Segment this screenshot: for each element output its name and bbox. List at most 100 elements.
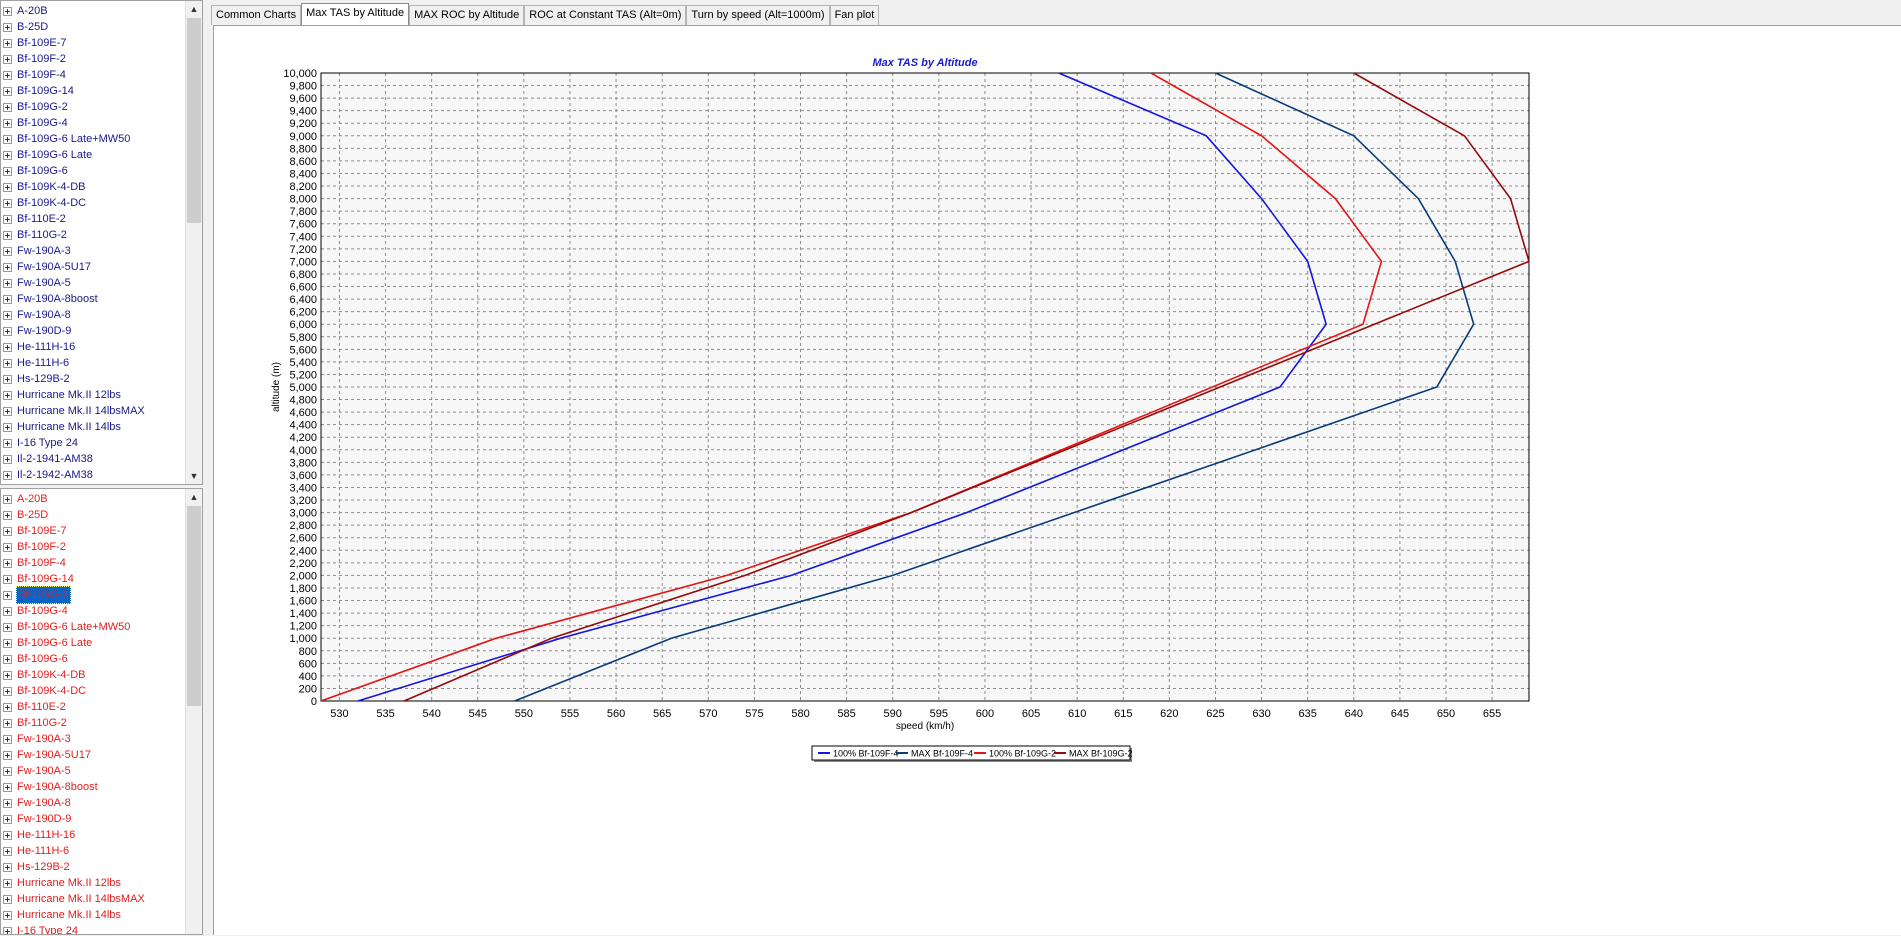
tree-item-a-20b[interactable]: A-20B bbox=[1, 491, 185, 507]
tree-item-bf-109e-7[interactable]: Bf-109E-7 bbox=[1, 523, 185, 539]
tree-item-il-2-1941-am38[interactable]: Il-2-1941-AM38 bbox=[1, 451, 185, 467]
tab-common-charts[interactable]: Common Charts bbox=[211, 5, 302, 25]
plus-box-icon[interactable] bbox=[3, 118, 12, 128]
tab-max-roc-by-altitude[interactable]: MAX ROC by Altitude bbox=[409, 5, 525, 25]
tree-item-b-25d[interactable]: B-25D bbox=[1, 19, 185, 35]
tree-item-bf-109k-4-dc[interactable]: Bf-109K-4-DC bbox=[1, 195, 185, 211]
vertical-scrollbar-bottom[interactable]: ▲ bbox=[185, 489, 202, 934]
tree-item-bf-109f-4[interactable]: Bf-109F-4 bbox=[1, 67, 185, 83]
aircraft-tree-top[interactable]: A-20B B-25D Bf-109E-7 Bf-109F-2 Bf-109F-4 Bf-… bbox=[0, 0, 203, 485]
tree-item-fw-190a-8[interactable]: Fw-190A-8 bbox=[1, 307, 185, 323]
tree-item-bf-110e-2[interactable]: Bf-110E-2 bbox=[1, 699, 185, 715]
tree-item-fw-190a-8boost[interactable]: Fw-190A-8boost bbox=[1, 779, 185, 795]
tree-item-fw-190a-8[interactable]: Fw-190A-8 bbox=[1, 795, 185, 811]
plus-box-icon[interactable] bbox=[3, 894, 12, 904]
plus-box-icon[interactable] bbox=[3, 438, 12, 448]
plus-box-icon[interactable] bbox=[3, 326, 12, 336]
tree-item-bf-110g-2[interactable]: Bf-110G-2 bbox=[1, 227, 185, 243]
tree-item-bf-109g-4[interactable]: Bf-109G-4 bbox=[1, 603, 185, 619]
tree-item-bf-110g-2[interactable]: Bf-110G-2 bbox=[1, 715, 185, 731]
tree-item-bf-109k-4-db[interactable]: Bf-109K-4-DB bbox=[1, 179, 185, 195]
tree-item-i-16-type-24[interactable]: I-16 Type 24 bbox=[1, 923, 185, 934]
plus-box-icon[interactable] bbox=[3, 22, 12, 32]
vertical-scrollbar-top[interactable]: ▲ ▼ bbox=[185, 1, 202, 484]
plus-box-icon[interactable] bbox=[3, 510, 12, 520]
tree-item-bf-109f-2[interactable]: Bf-109F-2 bbox=[1, 539, 185, 555]
tree-item-hurricane-mk-ii-14lbsmax[interactable]: Hurricane Mk.II 14lbsMAX bbox=[1, 403, 185, 419]
plus-box-icon[interactable] bbox=[3, 182, 12, 192]
plus-box-icon[interactable] bbox=[3, 926, 12, 934]
plus-box-icon[interactable] bbox=[3, 374, 12, 384]
tree-item-fw-190a-5u17[interactable]: Fw-190A-5U17 bbox=[1, 747, 185, 763]
plus-box-icon[interactable] bbox=[3, 622, 12, 632]
plus-box-icon[interactable] bbox=[3, 686, 12, 696]
plus-box-icon[interactable] bbox=[3, 278, 12, 288]
plus-box-icon[interactable] bbox=[3, 246, 12, 256]
plus-box-icon[interactable] bbox=[3, 358, 12, 368]
tree-item-bf-109g-14[interactable]: Bf-109G-14 bbox=[1, 571, 185, 587]
tree-item-hurricane-mk-ii-12lbs[interactable]: Hurricane Mk.II 12lbs bbox=[1, 875, 185, 891]
plus-box-icon[interactable] bbox=[3, 262, 12, 272]
plus-box-icon[interactable] bbox=[3, 86, 12, 96]
plus-box-icon[interactable] bbox=[3, 214, 12, 224]
tree-item-fw-190a-5[interactable]: Fw-190A-5 bbox=[1, 763, 185, 779]
plus-box-icon[interactable] bbox=[3, 6, 12, 16]
plus-box-icon[interactable] bbox=[3, 542, 12, 552]
tree-item-hurricane-mk-ii-14lbsmax[interactable]: Hurricane Mk.II 14lbsMAX bbox=[1, 891, 185, 907]
plus-box-icon[interactable] bbox=[3, 878, 12, 888]
tree-item-bf-110e-2[interactable]: Bf-110E-2 bbox=[1, 211, 185, 227]
tree-item-bf-109f-4[interactable]: Bf-109F-4 bbox=[1, 555, 185, 571]
plus-box-icon[interactable] bbox=[3, 766, 12, 776]
plus-box-icon[interactable] bbox=[3, 390, 12, 400]
tree-item-fw-190a-5u17[interactable]: Fw-190A-5U17 bbox=[1, 259, 185, 275]
plus-box-icon[interactable] bbox=[3, 654, 12, 664]
tab-fan-plot[interactable]: Fan plot bbox=[829, 5, 880, 25]
tree-item-bf-109g-2[interactable]: Bf-109G-2 bbox=[1, 99, 185, 115]
plus-box-icon[interactable] bbox=[3, 718, 12, 728]
plus-box-icon[interactable] bbox=[3, 102, 12, 112]
tree-item-hs-129b-2[interactable]: Hs-129B-2 bbox=[1, 859, 185, 875]
tree-item-bf-109g-14[interactable]: Bf-109G-14 bbox=[1, 83, 185, 99]
plus-box-icon[interactable] bbox=[3, 470, 12, 480]
plus-box-icon[interactable] bbox=[3, 734, 12, 744]
plus-box-icon[interactable] bbox=[3, 134, 12, 144]
tree-item-fw-190a-8boost[interactable]: Fw-190A-8boost bbox=[1, 291, 185, 307]
plus-box-icon[interactable] bbox=[3, 54, 12, 64]
plus-box-icon[interactable] bbox=[3, 526, 12, 536]
tree-item-hurricane-mk-ii-12lbs[interactable]: Hurricane Mk.II 12lbs bbox=[1, 387, 185, 403]
tree-item-he-111h-16[interactable]: He-111H-16 bbox=[1, 827, 185, 843]
tab-roc-at-constant-tas-alt-0m[interactable]: ROC at Constant TAS (Alt=0m) bbox=[524, 5, 687, 25]
plus-box-icon[interactable] bbox=[3, 198, 12, 208]
tree-item-bf-109g-4[interactable]: Bf-109G-4 bbox=[1, 115, 185, 131]
arrow-up-icon[interactable]: ▲ bbox=[189, 492, 199, 502]
tree-item-il-2-1942-am38[interactable]: Il-2-1942-AM38 bbox=[1, 467, 185, 483]
tab-turn-by-speed-alt-1000m[interactable]: Turn by speed (Alt=1000m) bbox=[686, 5, 830, 25]
scrollbar-thumb[interactable] bbox=[187, 506, 201, 706]
plus-box-icon[interactable] bbox=[3, 558, 12, 568]
plus-box-icon[interactable] bbox=[3, 454, 12, 464]
tree-item-fw-190a-3[interactable]: Fw-190A-3 bbox=[1, 243, 185, 259]
plus-box-icon[interactable] bbox=[3, 702, 12, 712]
plus-box-icon[interactable] bbox=[3, 342, 12, 352]
arrow-up-icon[interactable]: ▲ bbox=[189, 4, 199, 14]
plus-box-icon[interactable] bbox=[3, 638, 12, 648]
plus-box-icon[interactable] bbox=[3, 310, 12, 320]
plus-box-icon[interactable] bbox=[3, 606, 12, 616]
tree-item-bf-109g-6-late-mw50[interactable]: Bf-109G-6 Late+MW50 bbox=[1, 131, 185, 147]
plus-box-icon[interactable] bbox=[3, 494, 12, 504]
tree-item-bf-109g-6[interactable]: Bf-109G-6 bbox=[1, 163, 185, 179]
plus-box-icon[interactable] bbox=[3, 830, 12, 840]
aircraft-tree-bottom[interactable]: A-20B B-25D Bf-109E-7 Bf-109F-2 Bf-109F-4 Bf-… bbox=[0, 488, 203, 935]
plus-box-icon[interactable] bbox=[3, 782, 12, 792]
plus-box-icon[interactable] bbox=[3, 814, 12, 824]
tree-item-he-111h-16[interactable]: He-111H-16 bbox=[1, 339, 185, 355]
arrow-down-icon[interactable]: ▼ bbox=[189, 471, 199, 481]
tree-item-hurricane-mk-ii-14lbs[interactable]: Hurricane Mk.II 14lbs bbox=[1, 419, 185, 435]
tree-item-bf-109g-6-late-mw50[interactable]: Bf-109G-6 Late+MW50 bbox=[1, 619, 185, 635]
tree-item-bf-109g-2[interactable]: Bf-109G-2 bbox=[1, 586, 185, 604]
tab-max-tas-by-altitude[interactable]: Max TAS by Altitude bbox=[301, 3, 410, 25]
tree-item-bf-109g-6-late[interactable]: Bf-109G-6 Late bbox=[1, 635, 185, 651]
plus-box-icon[interactable] bbox=[3, 38, 12, 48]
tree-item-bf-109g-6[interactable]: Bf-109G-6 bbox=[1, 651, 185, 667]
plus-box-icon[interactable] bbox=[3, 846, 12, 856]
